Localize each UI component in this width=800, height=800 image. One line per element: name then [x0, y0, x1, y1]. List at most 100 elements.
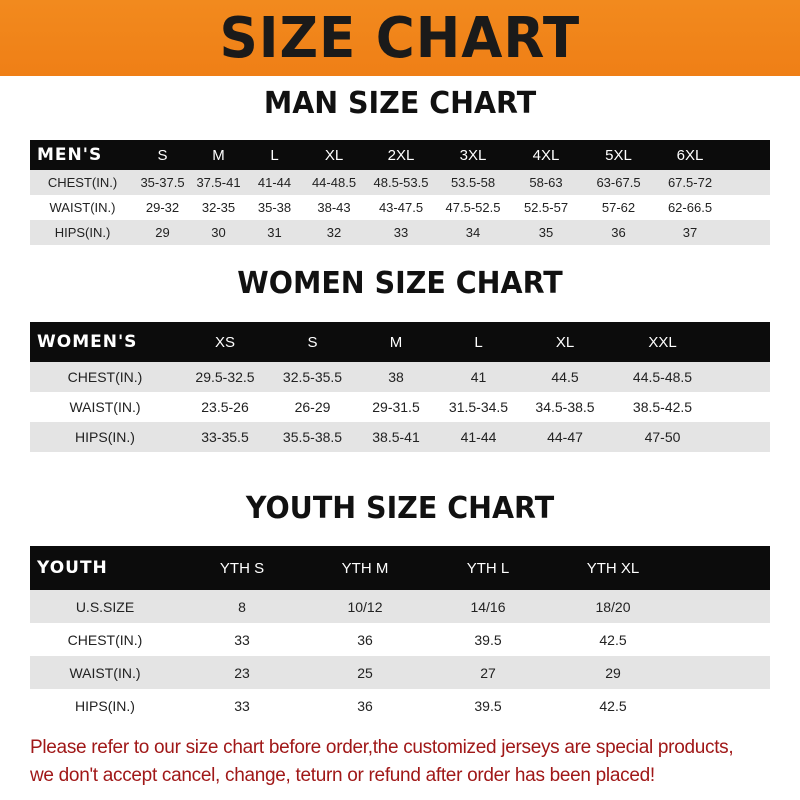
table-row: CHEST(IN.) 35-37.5 37.5-41 41-44 44-48.5 48.5…: [30, 170, 770, 195]
table-row: HIPS(IN.) 33 36 39.5 42.5: [30, 689, 770, 722]
table-cell: 62-66.5: [667, 200, 713, 215]
table-cell: 33: [234, 697, 250, 714]
table-cell: 42.5: [599, 631, 627, 648]
table-cell: XL: [555, 333, 575, 351]
table-cell: XS: [214, 333, 235, 351]
row-label: WOMEN'S: [37, 332, 138, 352]
table-cell: 14/16: [470, 598, 506, 615]
table-cell: 36: [611, 225, 626, 240]
table-cell: YTH M: [341, 559, 389, 577]
table-cell: 38-43: [317, 200, 351, 215]
table-cell: 38: [388, 369, 404, 385]
row-label: YOUTH: [37, 558, 108, 578]
table-cell: 44-47: [547, 429, 583, 445]
table-cell: 23: [234, 664, 250, 681]
table-cell: 44.5: [551, 369, 579, 385]
table-row: WAIST(IN.) 23.5-26 26-29 29-31.5 31.5-34.5 34…: [30, 392, 770, 422]
table-cell: 39.5: [474, 631, 502, 648]
table-cell: 39.5: [474, 697, 502, 714]
table-cell: S: [307, 333, 318, 351]
table-cell: 42.5: [599, 697, 627, 714]
table-cell: 41-44: [257, 175, 292, 190]
table-row: CHEST(IN.) 29.5-32.5 32.5-35.5 38 41 44.5 44.5…: [30, 362, 770, 392]
note-line-2: we don't accept cancel, change, teturn o…: [30, 765, 655, 786]
table-cell: 63-67.5: [596, 175, 641, 190]
table-cell: 5XL: [605, 146, 632, 164]
youth-section-title: YOUTH SIZE CHART: [245, 491, 555, 526]
table-cell: XXL: [648, 333, 677, 351]
women-section-title: WOMEN SIZE CHART: [237, 266, 563, 301]
table-cell: 2XL: [387, 146, 415, 164]
row-label: WAIST(IN.): [49, 200, 116, 215]
table-cell: 30: [211, 225, 226, 240]
note-line-1: Please refer to our size chart before or…: [30, 737, 734, 758]
table-cell: 18/20: [595, 598, 631, 615]
banner: SIZE CHART: [0, 0, 800, 76]
row-label: HIPS(IN.): [75, 429, 135, 445]
table-cell: XL: [324, 146, 344, 164]
row-label: WAIST(IN.): [69, 399, 141, 415]
table-header-row: YOUTH YTH S YTH M YTH L YTH XL: [30, 546, 770, 590]
table-cell: 32-35: [201, 200, 236, 215]
table-cell: 29: [155, 225, 170, 240]
table-cell: 4XL: [532, 146, 560, 164]
table-cell: 34: [465, 225, 481, 240]
table-cell: 67.5-72: [667, 175, 713, 190]
table-cell: 36: [357, 697, 373, 714]
table-cell: 31: [267, 225, 282, 240]
table-cell: S: [157, 146, 168, 164]
table-cell: M: [389, 333, 403, 351]
table-cell: 48.5-53.5: [373, 175, 429, 190]
table-cell: 27: [480, 664, 496, 681]
table-cell: 52.5-57: [523, 200, 569, 215]
table-cell: L: [270, 146, 279, 164]
row-label: U.S.SIZE: [75, 598, 135, 615]
table-cell: 38.5-42.5: [632, 399, 693, 415]
table-row: HIPS(IN.) 33-35.5 35.5-38.5 38.5-41 41-44 44-…: [30, 422, 770, 452]
table-cell: 29: [605, 664, 621, 681]
row-label: CHEST(IN.): [47, 175, 118, 190]
women-size-table: WOMEN'S XS S M L XL XXL CHEST(IN.) 29.5-32.5 32.5…: [30, 322, 770, 452]
table-cell: 58-63: [529, 175, 563, 190]
table-cell: 37: [682, 225, 698, 240]
table-cell: 10/12: [347, 598, 383, 615]
table-cell: 44.5-48.5: [632, 369, 693, 385]
row-label: WAIST(IN.): [69, 664, 141, 681]
table-cell: 8: [238, 598, 246, 615]
row-label: HIPS(IN.): [54, 225, 111, 240]
table-cell: 29-31.5: [372, 399, 420, 415]
table-header-row: MEN'S S M L XL 2XL 3XL 4XL 5XL 6XL: [30, 140, 770, 170]
table-cell: 35: [538, 225, 554, 240]
table-cell: 41: [470, 369, 487, 385]
table-cell: 23.5-26: [201, 399, 249, 415]
men-section-title: MAN SIZE CHART: [263, 86, 537, 121]
row-label: MEN'S: [37, 145, 103, 165]
table-row: CHEST(IN.) 33 36 39.5 42.5: [30, 623, 770, 656]
row-label: HIPS(IN.): [75, 697, 135, 714]
table-cell: 53.5-58: [450, 175, 496, 190]
table-cell: 25: [357, 664, 373, 681]
table-row: WAIST(IN.) 23 25 27 29: [30, 656, 770, 689]
table-cell: 44-48.5: [311, 175, 357, 190]
banner-title: SIZE CHART: [219, 5, 581, 71]
table-cell: M: [212, 146, 225, 164]
table-cell: 38.5-41: [372, 429, 420, 445]
table-cell: 47-50: [644, 429, 681, 445]
table-cell: 57-62: [601, 200, 636, 215]
men-size-table: MEN'S S M L XL 2XL 3XL 4XL 5XL 6XL CHEST(IN.) 35-37…: [30, 140, 770, 245]
table-row: HIPS(IN.) 29 30 31 32 33 34 35 36 37: [30, 220, 770, 245]
table-cell: 35-38: [257, 200, 292, 215]
table-cell: 33: [393, 225, 409, 240]
table-cell: 36: [357, 631, 373, 648]
table-cell: 35.5-38.5: [282, 429, 343, 445]
youth-size-table: YOUTH YTH S YTH M YTH L YTH XL U.S.SIZE 8 10/12…: [30, 546, 770, 722]
table-cell: 47.5-52.5: [445, 200, 501, 215]
table-cell: 6XL: [676, 146, 704, 164]
table-cell: 43-47.5: [378, 200, 424, 215]
table-cell: 33-35.5: [201, 429, 249, 445]
row-label: CHEST(IN.): [67, 369, 143, 385]
table-cell: YTH S: [219, 559, 265, 577]
table-cell: YTH XL: [586, 559, 640, 577]
table-header-row: WOMEN'S XS S M L XL XXL: [30, 322, 770, 362]
table-cell: 3XL: [459, 146, 487, 164]
